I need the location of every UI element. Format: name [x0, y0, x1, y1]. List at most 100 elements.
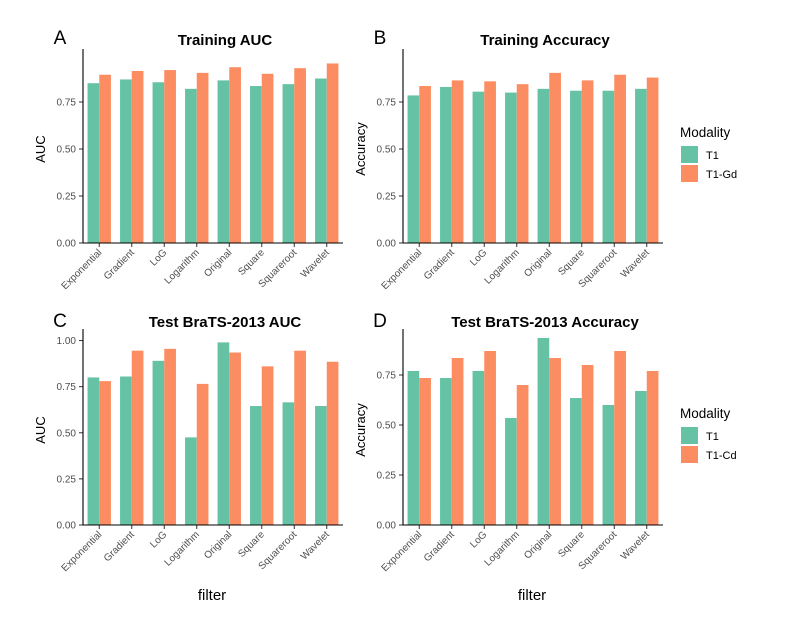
- bar-t1-gradient: [440, 378, 452, 525]
- x-axis-title-left: filter: [198, 587, 226, 604]
- y-tick-label: 0.50: [377, 145, 397, 156]
- bar-t1-cd-exponential: [419, 378, 431, 525]
- x-tick-label: LoG: [468, 529, 489, 550]
- panel-tag: D: [373, 311, 387, 332]
- y-tick-label: 0.00: [377, 239, 397, 250]
- bar-t1-gd-original: [229, 67, 241, 243]
- y-tick-label: 0.25: [377, 192, 397, 203]
- x-tick-label: Gradient: [422, 529, 457, 564]
- bar-t1-original: [537, 338, 550, 525]
- bar-t1-gd-logarithm: [516, 84, 529, 243]
- panel-b: B Training Accuracy Accuracy 0.00 0.25 0.50 0.…: [353, 28, 663, 292]
- bar-t1-squareroot: [282, 84, 295, 243]
- bar-t1-cd-log: [484, 351, 496, 525]
- x-tick-label: Logarithm: [483, 529, 522, 568]
- bar-t1-gd-squareroot: [294, 68, 306, 243]
- bar-t1-original: [217, 342, 230, 525]
- x-tick-label: LoG: [148, 247, 169, 268]
- bar-t1-gd-logarithm: [196, 72, 209, 243]
- bar-t1-gd-square: [261, 366, 274, 525]
- legend-top: Modality T1 T1-Gd: [680, 125, 737, 182]
- bar-t1-gd-wavelet: [326, 63, 339, 244]
- bar-t1-logarithm: [505, 418, 517, 525]
- x-tick-label: Original: [202, 247, 234, 279]
- legend-label-t1: T1: [706, 150, 719, 162]
- y-axis-title: AUC: [33, 416, 48, 443]
- bar-t1-cd-square: [581, 365, 594, 525]
- y-tick-label: 0.25: [57, 192, 77, 203]
- bar-t1-wavelet: [635, 391, 647, 525]
- panels: A Training AUC AUC 0.00 0.25 0.50 0.75 Exponent…: [33, 28, 663, 574]
- y-axis-title: Accuracy: [353, 403, 368, 457]
- bar-t1-gd-wavelet: [646, 77, 659, 243]
- y-tick-label: 0.50: [57, 145, 77, 156]
- bar-t1-gradient: [120, 376, 132, 525]
- bar-t1-log: [472, 91, 485, 243]
- x-tick-label: Square: [236, 247, 267, 278]
- bar-t1-square: [570, 398, 582, 525]
- bar-t1-cd-wavelet: [646, 371, 659, 525]
- x-tick-label: LoG: [468, 247, 489, 268]
- x-tick-label: LoG: [148, 529, 169, 550]
- bar-t1-gd-squareroot: [294, 350, 306, 525]
- chart-title: Test BraTS-2013 Accuracy: [451, 314, 639, 331]
- y-tick-label: 0.75: [57, 382, 77, 393]
- bar-t1-gd-log: [164, 70, 176, 243]
- bar-t1-squareroot: [282, 402, 295, 525]
- x-tick-label: Wavelet: [299, 529, 332, 562]
- x-tick-label: Exponential: [60, 247, 105, 292]
- bar-t1-gd-gradient: [451, 80, 464, 243]
- x-tick-label: Wavelet: [619, 529, 652, 562]
- x-tick-label: Gradient: [422, 247, 457, 282]
- bar-t1-logarithm: [185, 88, 197, 243]
- x-tick-label: Square: [556, 529, 587, 560]
- bar-t1-wavelet: [315, 78, 327, 243]
- panel-c: C Test BraTS-2013 AUC AUC 0.00 0.25 0.50 0.75 1…: [33, 311, 343, 574]
- y-tick-label: 0.00: [57, 239, 77, 250]
- y-tick-label: 0.75: [377, 371, 397, 382]
- y-tick-label: 0.25: [57, 474, 77, 485]
- bar-t1-log: [472, 371, 485, 525]
- bar-t1-gradient: [120, 79, 132, 243]
- panel-tag: C: [53, 311, 67, 332]
- y-tick-label: 0.75: [377, 98, 397, 109]
- bar-t1-gradient: [440, 86, 452, 244]
- bar-t1-exponential: [407, 95, 420, 243]
- bar-t1-cd-gradient: [451, 358, 464, 525]
- x-tick-label: Logarithm: [483, 247, 522, 286]
- legend-label-t1: T1: [706, 431, 719, 443]
- bar-t1-gd-gradient: [131, 350, 144, 525]
- bar-t1-gd-squareroot: [614, 74, 626, 244]
- y-axis-title: AUC: [33, 135, 48, 162]
- y-tick-label: 0.50: [377, 421, 397, 432]
- y-tick-label: 0.50: [57, 428, 77, 439]
- bar-t1-wavelet: [315, 406, 327, 525]
- bar-t1-log: [152, 82, 165, 243]
- panel-tag: A: [54, 28, 67, 49]
- legend-key-t1-gd: [681, 165, 698, 182]
- x-tick-label: Wavelet: [299, 247, 332, 280]
- legend-key-t1: [681, 146, 698, 163]
- bar-t1-gd-exponential: [99, 381, 111, 525]
- bar-t1-exponential: [407, 371, 420, 525]
- bar-t1-gd-original: [549, 72, 561, 243]
- legend-title: Modality: [680, 125, 731, 140]
- bar-t1-square: [570, 90, 582, 243]
- x-tick-label: Gradient: [102, 529, 137, 564]
- x-tick-label: Exponential: [60, 529, 105, 574]
- x-tick-label: Exponential: [380, 247, 425, 292]
- bar-t1-original: [537, 88, 550, 243]
- bar-t1-gd-square: [261, 73, 274, 243]
- bar-t1-original: [217, 80, 230, 243]
- bar-t1-gd-original: [229, 352, 241, 525]
- bar-t1-exponential: [87, 83, 100, 243]
- x-tick-label: Gradient: [102, 247, 137, 282]
- bar-t1-square: [250, 86, 262, 244]
- x-tick-label: Original: [522, 529, 554, 561]
- y-tick-label: 0.00: [377, 521, 397, 532]
- x-tick-label: Original: [522, 247, 554, 279]
- legend-key-t1: [681, 427, 698, 444]
- chart-title: Test BraTS-2013 AUC: [149, 314, 302, 331]
- bar-t1-gd-exponential: [419, 86, 431, 244]
- x-tick-label: Original: [202, 529, 234, 561]
